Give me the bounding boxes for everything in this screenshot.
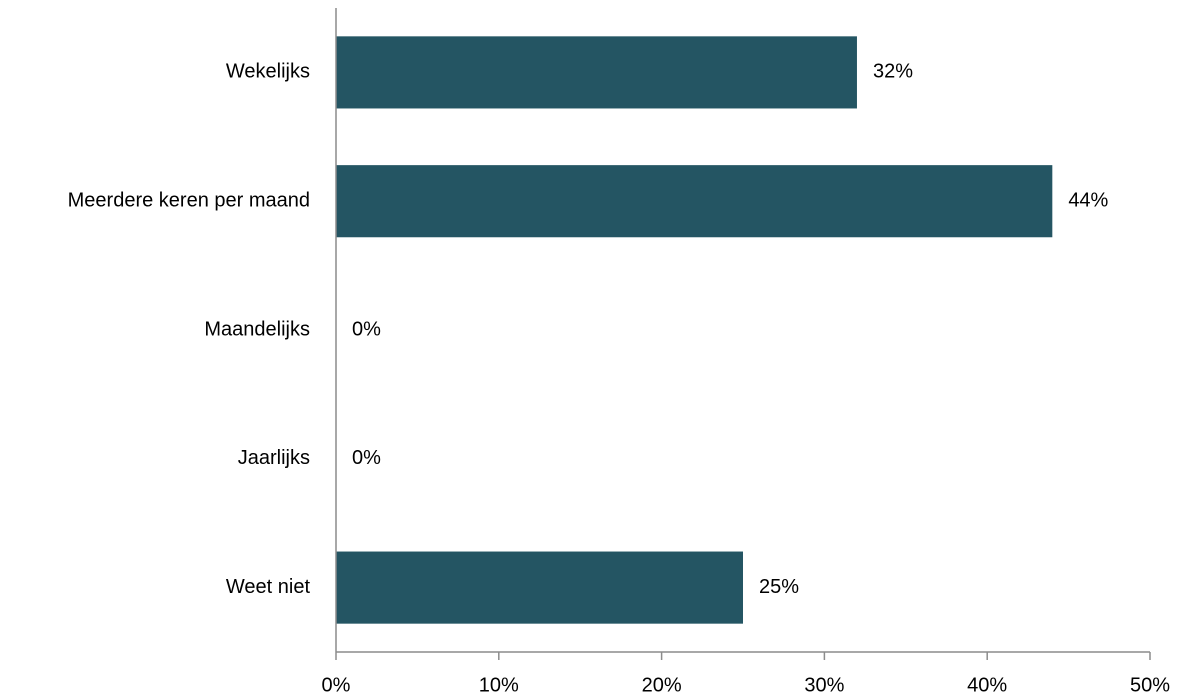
category-label: Weet niet	[226, 576, 311, 598]
x-ticks-group: 0% 10% 20% 30% 40% 50%	[322, 652, 1170, 696]
value-label: 32%	[873, 61, 913, 83]
category-label: Wekelijks	[226, 61, 310, 83]
value-label: 0%	[352, 447, 381, 469]
bar	[336, 165, 1053, 238]
x-tick-label: 30%	[804, 674, 844, 696]
bar	[336, 551, 743, 624]
value-label: 0%	[352, 318, 381, 340]
value-labels-group: 32% 44% 0% 0% 25%	[352, 61, 1109, 598]
x-tick-label: 40%	[967, 674, 1007, 696]
category-label: Meerdere keren per maand	[68, 189, 310, 211]
bar	[336, 36, 857, 109]
category-labels-group: Wekelijks Meerdere keren per maand Maandel…	[68, 61, 311, 598]
x-tick-label: 20%	[642, 674, 682, 696]
x-tick-label: 0%	[322, 674, 351, 696]
x-tick-label: 50%	[1130, 674, 1170, 696]
category-label: Maandelijks	[204, 318, 310, 340]
x-tick-label: 10%	[479, 674, 519, 696]
category-label: Jaarlijks	[238, 447, 310, 469]
axes-group	[335, 8, 1150, 653]
value-label: 25%	[759, 576, 799, 598]
bars-group	[336, 36, 1053, 624]
value-label: 44%	[1068, 189, 1108, 211]
